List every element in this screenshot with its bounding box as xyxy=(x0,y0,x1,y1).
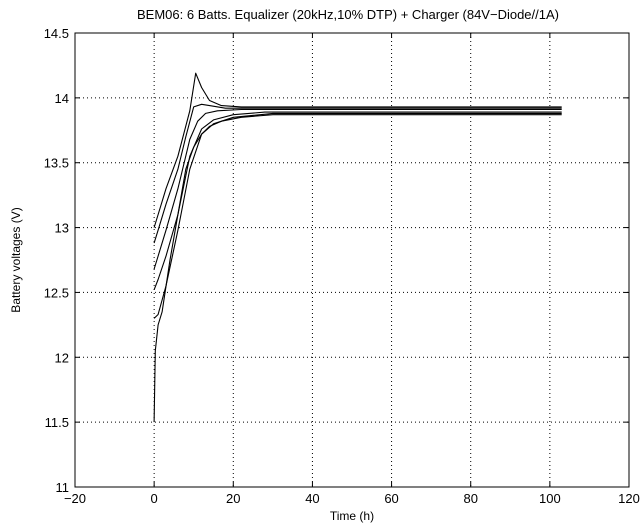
y-tick-label: 13 xyxy=(55,221,69,236)
battery-voltage-line-2 xyxy=(153,103,562,244)
y-tick-label: 11.5 xyxy=(45,415,69,430)
x-tick-label: −20 xyxy=(64,491,86,506)
x-tick-label: 60 xyxy=(384,491,398,506)
battery-voltage-line-3 xyxy=(153,108,562,270)
y-axis-label: Battery voltages (V) xyxy=(9,207,23,312)
y-tick-label: 13.5 xyxy=(44,156,69,171)
y-tick-label: 12 xyxy=(55,350,69,365)
axis-ticks xyxy=(74,32,630,488)
x-axis-label: Time (h) xyxy=(330,509,374,523)
y-tick-label: 14.5 xyxy=(44,26,69,41)
y-tick-label: 14 xyxy=(55,91,69,106)
battery-voltage-line-6 xyxy=(153,114,562,423)
battery-voltage-line-5 xyxy=(153,112,562,319)
series-group xyxy=(153,72,562,423)
y-tick-label: 12.5 xyxy=(44,285,69,300)
battery-voltage-line-4 xyxy=(153,111,562,290)
y-tick-labels: 11 11.5 12 12.5 13 13.5 14 14.5 xyxy=(44,26,69,495)
x-tick-label: 80 xyxy=(463,491,477,506)
x-tick-label: 100 xyxy=(539,491,561,506)
grid xyxy=(75,33,629,487)
x-tick-labels: −20 0 20 40 60 80 100 120 xyxy=(64,491,640,506)
x-tick-label: 40 xyxy=(305,491,319,506)
plot-frame xyxy=(74,32,630,488)
chart-title: BEM06: 6 Batts. Equalizer (20kHz,10% DTP… xyxy=(137,7,559,22)
x-tick-label: 120 xyxy=(618,491,640,506)
y-tick-label: 11 xyxy=(56,480,70,495)
battery-voltage-line-1 xyxy=(153,72,562,228)
x-tick-label: 20 xyxy=(226,491,240,506)
x-tick-label: 0 xyxy=(151,491,158,506)
